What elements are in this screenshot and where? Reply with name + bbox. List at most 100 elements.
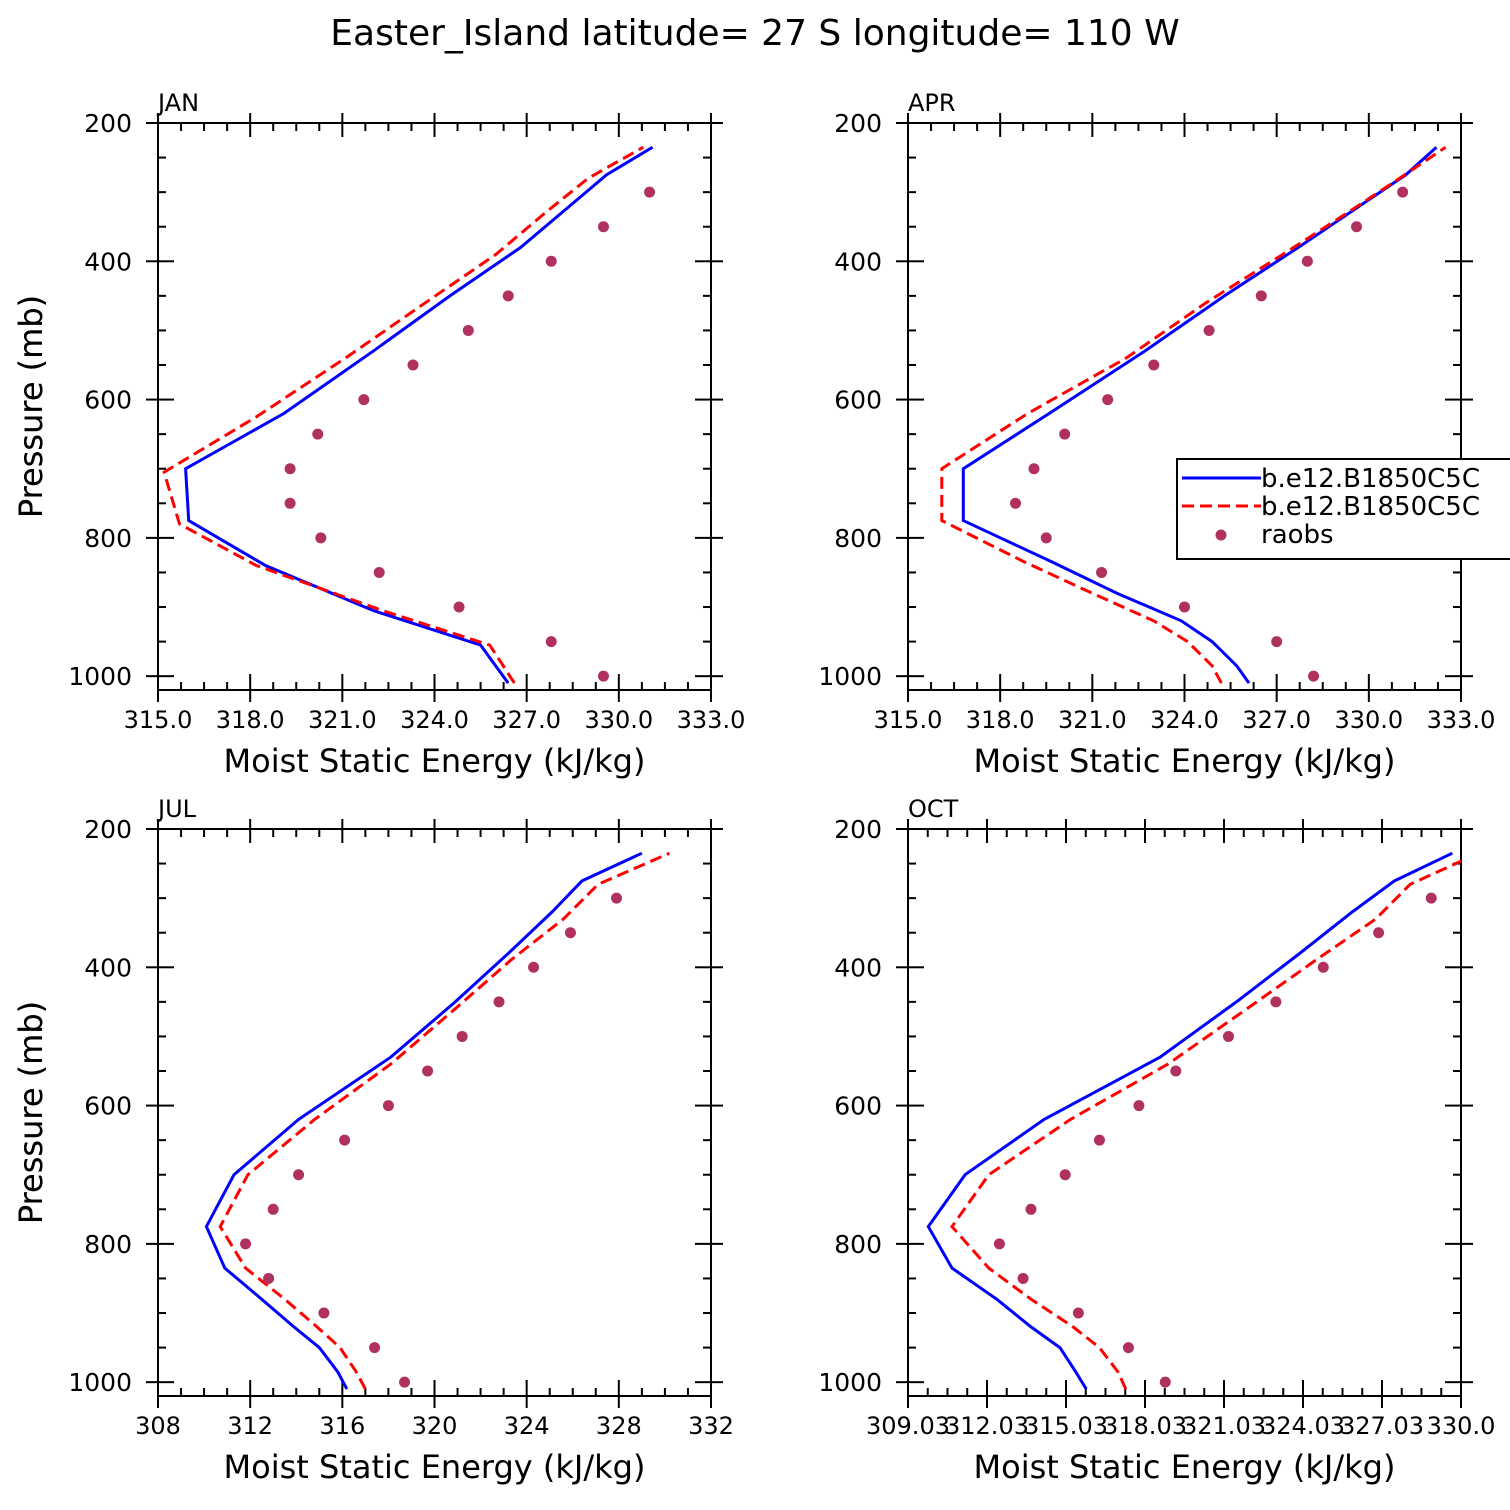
legend-label: b.e12.B1850C5C [1261,464,1480,494]
raobs-point [339,1134,351,1146]
raobs-point [1159,1376,1171,1388]
raobs-point [1122,1342,1134,1354]
raobs-point [502,290,514,302]
raobs-point [422,1065,434,1077]
x-tick-label: 324.03 [1261,1412,1345,1440]
y-tick-label: 600 [834,386,882,415]
y-tick-label: 1000 [68,1368,132,1397]
raobs-point [263,1272,275,1284]
legend-label: b.e12.B1850C5C [1261,492,1480,522]
data-layer [940,145,1447,684]
legend-label: raobs [1261,520,1334,550]
y-axis-label: Pressure (mb) [12,295,50,518]
raobs-point [1222,1030,1234,1042]
raobs-point [1017,1272,1029,1284]
raobs-point [597,221,609,233]
raobs-point [1025,1203,1037,1215]
raobs-point [1203,324,1215,336]
raobs-point [369,1342,381,1354]
series-line-solid [184,145,654,684]
x-tick-label: 327.03 [1340,1412,1424,1440]
x-tick-label: 328 [596,1412,642,1440]
raobs-point [1373,927,1385,939]
x-tick-label: 332 [688,1412,734,1440]
y-tick-label: 600 [84,386,132,415]
raobs-point [597,670,609,682]
panel-label: JUL [156,795,197,823]
plot-frame [157,122,712,691]
series-line-solid [204,851,643,1390]
raobs-point [564,927,576,939]
raobs-point [240,1238,252,1250]
panel-label: OCT [908,795,959,823]
series-line-dashed [162,145,645,684]
y-tick-label: 800 [834,1230,882,1259]
series-line-dashed [940,145,1447,684]
series-line-solid [926,851,1453,1390]
x-tick-label: 327.0 [492,706,561,734]
y-tick-label: 1000 [818,1368,882,1397]
raobs-point [1059,428,1071,440]
x-axis-label: Moist Static Energy (kJ/kg) [224,742,646,780]
raobs-point [993,1238,1005,1250]
panel-apr: APR 200 400 600 800 1000 315.0 318.0 321.0 324.0 3… [12,89,1495,780]
x-tick-label: 312 [227,1412,273,1440]
raobs-point [312,428,324,440]
x-tick-label: 333.0 [677,706,746,734]
raobs-point [1059,1169,1071,1181]
raobs-point [267,1203,279,1215]
raobs-point [528,961,540,973]
y-tick-label: 400 [834,247,882,276]
x-tick-label: 312.03 [945,1412,1029,1440]
y-tick-label: 1000 [818,662,882,691]
raobs-point [284,463,296,475]
panel-jan: JAN 200 400 600 800 1000 315.0 318.0 321.0 324.0 3… [12,89,745,780]
raobs-point [1397,186,1409,198]
x-tick-label: 315.0 [874,706,943,734]
x-tick-label: 321.03 [1182,1412,1266,1440]
series-line-dashed [218,851,671,1390]
raobs-point [456,1030,468,1042]
raobs-point [1317,961,1329,973]
raobs-point [1270,996,1282,1008]
x-tick-label: 324.0 [400,706,469,734]
raobs-point [1170,1065,1182,1077]
x-tick-label: 327.0 [1242,706,1311,734]
x-axis-label: Moist Static Energy (kJ/kg) [974,742,1396,780]
series-line-dashed [950,859,1461,1390]
raobs-point [315,532,327,544]
raobs-point [493,996,505,1008]
y-tick-label: 200 [84,109,132,138]
raobs-point [1028,463,1040,475]
raobs-point [293,1169,305,1181]
panel-label: APR [908,89,956,117]
y-tick-label: 800 [84,524,132,553]
figure-title: Easter_Island latitude= 27 S longitude= … [330,13,1179,54]
x-tick-label: 330.0 [584,706,653,734]
raobs-point [545,636,557,648]
raobs-point [1133,1100,1145,1112]
raobs-point [382,1100,394,1112]
legend-box [1176,458,1510,560]
raobs-point [1179,601,1190,613]
raobs-point [358,394,370,406]
x-tick-label: 324 [504,1412,550,1440]
y-tick-label: 200 [834,109,882,138]
x-tick-label: 318.0 [216,706,285,734]
raobs-point [1425,892,1437,904]
raobs-point [1271,636,1283,648]
raobs-point [1148,359,1160,371]
y-tick-label: 800 [84,1230,132,1259]
y-tick-label: 400 [84,953,132,982]
x-tick-label: 318.0 [966,706,1035,734]
raobs-point [284,497,296,509]
y-tick-label: 400 [834,953,882,982]
x-tick-label: 318.03 [1103,1412,1187,1440]
raobs-point [1072,1307,1084,1319]
plot-frame [157,828,712,1397]
raobs-point [644,186,656,198]
